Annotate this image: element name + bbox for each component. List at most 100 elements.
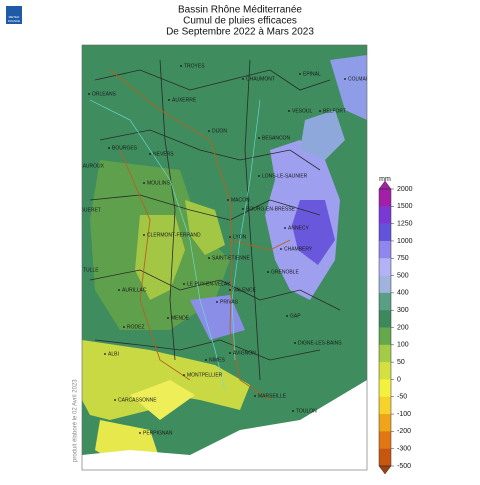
legend-band (379, 275, 391, 294)
city-dot (123, 326, 125, 328)
legend-band (379, 223, 391, 242)
legend-band (379, 206, 391, 224)
city-dot (227, 199, 229, 201)
city-label: CHATEAUROUX (66, 163, 105, 169)
city-label: MENDE (171, 315, 190, 321)
city-label: RODEZ (127, 324, 145, 330)
sea (82, 380, 367, 470)
title: De Septembre 2022 à Mars 2023 (166, 27, 314, 38)
city-label: LYON (233, 234, 247, 240)
road (109, 69, 271, 401)
city-label: MACON (231, 197, 250, 203)
legend-band (379, 258, 391, 276)
city-dot (292, 410, 294, 412)
legend-band (379, 379, 391, 398)
legend-band (379, 189, 391, 207)
city-label: DIJON (212, 128, 227, 134)
legend-tick-label: -100 (397, 411, 411, 418)
zone (130, 380, 195, 420)
boundary (94, 69, 331, 91)
city-dot (284, 227, 286, 229)
legend-band (379, 396, 391, 415)
city-label: ORLEANS (92, 91, 117, 97)
city-label: GRENOBLE (271, 269, 299, 275)
city-dot (344, 78, 346, 80)
city-dot (242, 208, 244, 210)
city-label: TULLE (83, 267, 99, 273)
river (231, 99, 261, 361)
city-label: GAP (290, 313, 301, 319)
city-dot (118, 289, 120, 291)
legend-tick-label: 500 (397, 272, 409, 279)
zone (330, 55, 367, 120)
city-label: AURILLAC (122, 287, 147, 293)
zone (135, 215, 185, 300)
title: Bassin Rhône Méditerranée (178, 5, 302, 16)
city-label: ANNECY (288, 225, 310, 231)
legend-unit: mm (379, 176, 391, 183)
city-dot (286, 315, 288, 317)
legend-band (379, 431, 391, 449)
city-dot (114, 399, 116, 401)
legend-tick-label: 300 (397, 307, 409, 314)
city-dot (229, 352, 231, 354)
city-dot (167, 317, 169, 319)
legend-tick-label: -300 (397, 446, 411, 453)
city-label: PRIVAS (220, 299, 239, 305)
city-dot (280, 248, 282, 250)
city-label: ALBI (108, 351, 119, 357)
boundary (89, 269, 341, 311)
city-dot (62, 165, 64, 167)
city-dot (319, 110, 321, 112)
city-label: GUERET (80, 207, 101, 213)
legend-tick-label: 100 (397, 342, 409, 349)
zone (292, 200, 335, 265)
city-label: EPINAL (303, 71, 321, 77)
boundary (99, 129, 321, 171)
city-dot (258, 137, 260, 139)
city-dot (208, 130, 210, 132)
city-label: MARSEILLE (258, 393, 287, 399)
city-dot (108, 147, 110, 149)
city-dot (183, 374, 185, 376)
city-dot (216, 301, 218, 303)
legend-tick-label: 50 (397, 359, 405, 366)
city-dot (242, 78, 244, 80)
city-dot (229, 289, 231, 291)
city-dot (258, 175, 260, 177)
legend-tick-label: 400 (397, 290, 409, 297)
city-dot (205, 359, 207, 361)
city-dot (143, 234, 145, 236)
zone (82, 340, 250, 420)
road (229, 239, 291, 251)
city-dot (180, 65, 182, 67)
city-dot (149, 153, 151, 155)
zone (300, 110, 345, 160)
legend-tick-label: 1000 (397, 238, 413, 245)
city-label: BOURG-EN-BRESSE (246, 206, 296, 212)
city-dot (143, 182, 145, 184)
legend-band (379, 327, 391, 346)
legend-band (379, 414, 391, 432)
city-label: NIMES (209, 357, 226, 363)
legend-band (379, 362, 391, 380)
river (89, 99, 226, 391)
city-dot (229, 236, 231, 238)
city-label: DIGNE-LES-BAINS (298, 340, 342, 346)
city-label: TOULON (296, 408, 317, 414)
city-label: NEVERS (153, 151, 174, 157)
legend-arrow (378, 465, 392, 475)
logo (6, 6, 22, 24)
city-label: CLERMONT-FERRAND (147, 232, 201, 238)
city-label: CHAMBERY (284, 246, 313, 252)
title: Cumul de pluies efficaces (183, 16, 297, 27)
legend-band (379, 240, 391, 259)
city-label: LE PUY-EN-VELAY (187, 281, 231, 287)
city-label: MONTPELLIER (187, 372, 223, 378)
legend-tick-label: 750 (397, 255, 409, 262)
logo-line: METEO (9, 15, 20, 19)
boundary (94, 339, 321, 361)
legend-tick-label: 2000 (397, 186, 413, 193)
logo-line: FRANCE (8, 19, 20, 23)
